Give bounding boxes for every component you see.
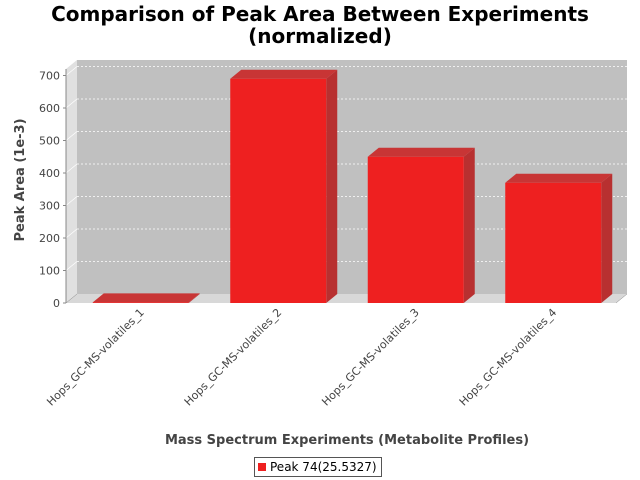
bar-side [601, 173, 613, 303]
y-tick-label: 200 [39, 232, 60, 245]
plot-side-wall [66, 60, 77, 303]
bar-side [326, 69, 338, 303]
y-axis-title: Peak Area (1e-3) [13, 118, 28, 241]
legend-label: Peak 74(25.5327) [270, 460, 377, 474]
gridline [65, 163, 78, 174]
chart-subtitle: (normalized) [248, 24, 392, 48]
bar-top [230, 69, 338, 79]
legend-swatch [258, 463, 266, 471]
x-tick-label: Hops_GC-MS-volatiles_4 [457, 306, 560, 409]
gridline [65, 131, 78, 141]
x-axis-title: Mass Spectrum Experiments (Metabolite Pr… [165, 433, 529, 448]
x-tick-label: Hops_GC-MS-volatiles_2 [182, 306, 285, 409]
bar-front [505, 182, 602, 303]
y-tick-label: 500 [39, 135, 60, 148]
y-tick-label: 400 [39, 167, 60, 180]
bar-top [92, 293, 200, 303]
plot-edge [65, 293, 78, 304]
chart-title: Comparison of Peak Area Between Experime… [51, 2, 589, 26]
bar-side [188, 293, 200, 303]
bars [92, 69, 613, 303]
bar [230, 69, 338, 303]
gridlines [65, 66, 627, 271]
bar-side [463, 147, 475, 303]
y-tick-label: 300 [39, 200, 60, 213]
bar-front [367, 156, 464, 303]
gridline [65, 98, 78, 109]
gridline [65, 228, 78, 239]
bar [367, 147, 475, 303]
bar-front [92, 302, 189, 303]
bar [92, 293, 200, 303]
y-tick-label: 600 [39, 102, 60, 115]
gridline [65, 66, 78, 76]
y-tick-label: 100 [39, 265, 60, 278]
gridline [65, 261, 78, 271]
y-axis: 0 100 200 300 400 500 600 700 [39, 69, 67, 310]
bar-top [367, 147, 475, 157]
legend: Peak 74(25.5327) [254, 457, 382, 477]
x-axis: Hops_GC-MS-volatiles_1 Hops_GC-MS-volatil… [44, 306, 559, 409]
bar [505, 173, 613, 303]
x-tick-label: Hops_GC-MS-volatiles_1 [44, 306, 147, 409]
y-tick-label: 0 [53, 297, 60, 310]
bar-top [505, 173, 613, 183]
x-tick-label: Hops_GC-MS-volatiles_3 [319, 306, 422, 409]
plot-floor [66, 294, 627, 303]
plot-edge [615, 293, 628, 304]
y-tick-label: 700 [39, 70, 60, 83]
gridline [65, 196, 78, 206]
bar-front [230, 78, 327, 303]
